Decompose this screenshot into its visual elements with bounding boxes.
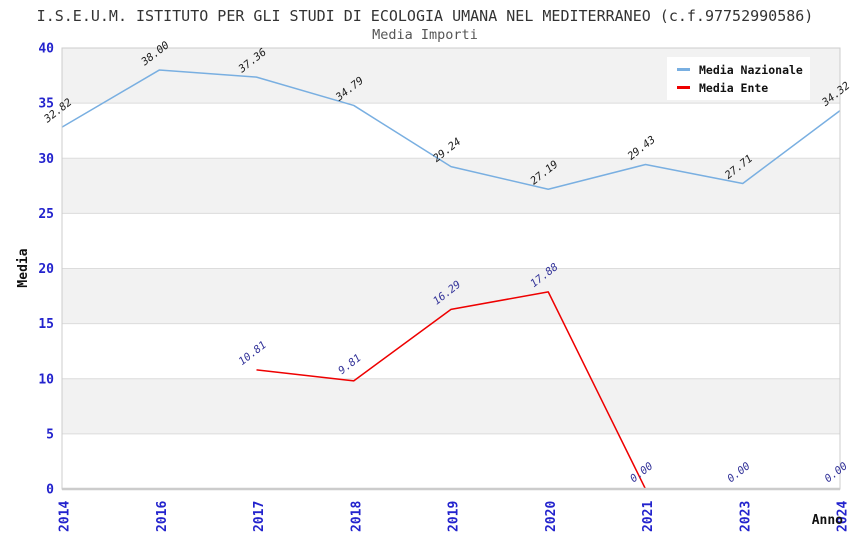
x-tick-label: 2019 — [447, 501, 462, 532]
plot-band — [62, 158, 840, 214]
x-tick-label: 2017 — [252, 501, 267, 532]
plot-border — [61, 47, 841, 490]
y-tick-label: 25 — [38, 207, 54, 222]
y-tick-label: 30 — [38, 152, 54, 167]
legend-item-media-nazionale[interactable]: Media Nazionale — [677, 63, 810, 77]
plot-band — [62, 378, 840, 434]
plot-band — [62, 103, 840, 159]
x-tick-label: 2018 — [349, 501, 364, 532]
plot-band — [62, 213, 840, 269]
x-tick-label: 2023 — [738, 501, 753, 532]
y-axis-title: Media — [16, 248, 31, 287]
y-tick-label: 10 — [38, 372, 54, 387]
chart-subtitle: Media Importi — [372, 27, 478, 43]
x-tick-label: 2024 — [836, 501, 850, 532]
plot-band — [62, 433, 840, 489]
y-tick-label: 5 — [46, 427, 54, 442]
media-nazionale-line-swatch-icon — [677, 68, 690, 71]
legend-label: Media Nazionale — [699, 62, 803, 77]
x-tick-label: 2021 — [641, 501, 656, 532]
y-tick-label: 15 — [38, 317, 54, 332]
x-tick-label: 2020 — [544, 501, 559, 532]
chart-title: I.S.E.U.M. ISTITUTO PER GLI STUDI DI ECO… — [36, 7, 814, 25]
y-tick-label: 40 — [38, 42, 54, 57]
x-axis-title: Anno — [812, 513, 843, 528]
media-ente-line-swatch-icon — [677, 86, 690, 89]
x-tick-label: 2016 — [155, 501, 170, 532]
legend: Media Nazionale Media Ente — [667, 57, 810, 100]
legend-label: Media Ente — [699, 80, 769, 95]
y-tick-label: 0 — [46, 483, 54, 498]
y-tick-label: 20 — [38, 262, 54, 277]
x-tick-label: 2014 — [58, 501, 73, 532]
legend-item-media-ente[interactable]: Media Ente — [677, 81, 810, 95]
y-tick-label: 35 — [38, 97, 54, 112]
plot-band — [62, 268, 840, 324]
plot-band — [62, 323, 840, 379]
media-nazionale-line[interactable] — [61, 69, 841, 190]
